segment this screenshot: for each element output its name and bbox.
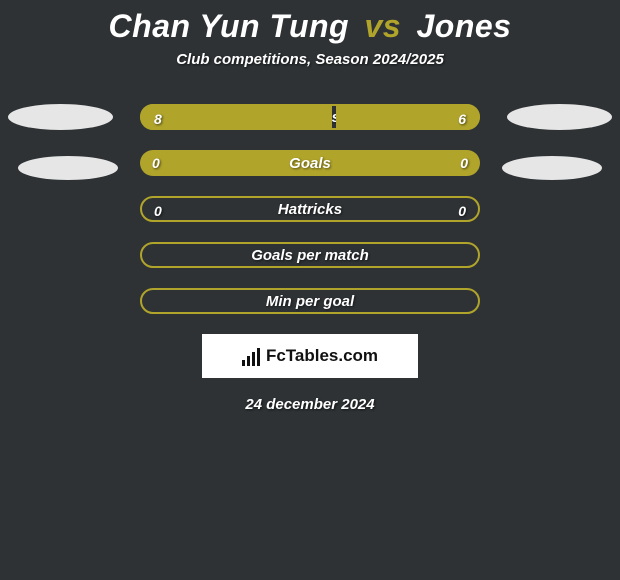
stat-label: Goals per match (251, 247, 369, 264)
player2-name: Jones (416, 8, 511, 44)
stat-bars: 8 Matches 6 0 Goals 0 0 Hattricks 0 Goal… (140, 104, 480, 314)
player2-badge-row1 (507, 104, 612, 130)
stat-row-goals-per-match: Goals per match (140, 242, 480, 268)
stat-row-goals: 0 Goals 0 (140, 150, 480, 176)
chart-icon (242, 346, 260, 366)
stats-area: 8 Matches 6 0 Goals 0 0 Hattricks 0 Goal… (0, 104, 620, 413)
player1-badge-row1 (8, 104, 113, 130)
source-logo: FcTables.com (202, 334, 418, 378)
page-title: Chan Yun Tung vs Jones (0, 0, 620, 45)
stat-value-right: 6 (458, 106, 466, 132)
bar-fill-left (140, 104, 332, 130)
stat-label: Min per goal (266, 293, 354, 310)
stat-row-matches: 8 Matches 6 (140, 104, 480, 130)
date-label: 24 december 2024 (0, 396, 620, 413)
vs-label: vs (364, 8, 401, 44)
stat-value-left: 8 (154, 106, 162, 132)
stat-row-min-per-goal: Min per goal (140, 288, 480, 314)
stat-value-left: 0 (154, 198, 162, 224)
stat-value-right: 0 (458, 198, 466, 224)
subtitle: Club competitions, Season 2024/2025 (0, 51, 620, 68)
stat-label: Goals (289, 155, 331, 172)
player1-name: Chan Yun Tung (109, 8, 350, 44)
stat-value-right: 0 (460, 150, 468, 176)
player2-badge-row2 (502, 156, 602, 180)
stat-row-hattricks: 0 Hattricks 0 (140, 196, 480, 222)
player1-badge-row2 (18, 156, 118, 180)
logo-text: FcTables.com (266, 346, 378, 366)
stat-value-left: 0 (152, 150, 160, 176)
comparison-infographic: Chan Yun Tung vs Jones Club competitions… (0, 0, 620, 580)
stat-label: Hattricks (278, 201, 342, 218)
